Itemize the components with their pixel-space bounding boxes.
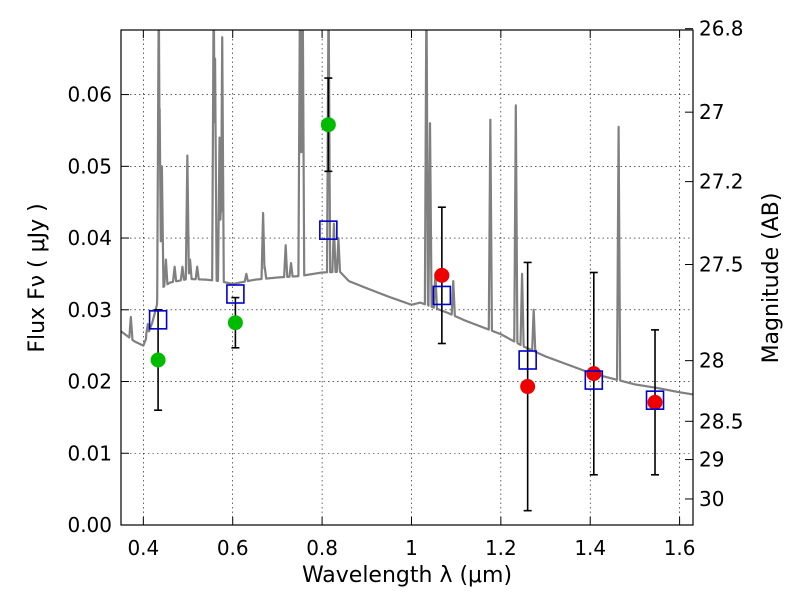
observed-nir-point [586, 366, 602, 382]
right-tick-label: 30 [699, 487, 724, 511]
right-tick-label: 27.5 [699, 253, 744, 277]
y-tick-label: 0.04 [67, 226, 112, 250]
x-axis-ticks: 0.4 0.6 0.8 1 1.2 1.4 1.6 [127, 30, 696, 560]
x-tick-label: 1.4 [574, 536, 606, 560]
model-square-point [584, 370, 604, 390]
observed-optical-point [227, 315, 243, 331]
x-axis-label: Wavelength λ (μm) [302, 563, 512, 588]
right-tick-label: 28.5 [699, 409, 744, 433]
data-series [148, 77, 665, 512]
y-axis-ticks: 0.00 0.01 0.02 0.03 0.04 0.05 0.06 [67, 83, 129, 537]
observed-nir-point [520, 379, 536, 395]
y-tick-label: 0.05 [67, 154, 112, 178]
x-tick-label: 1.2 [485, 536, 517, 560]
x-tick-label: 0.6 [217, 536, 249, 560]
model-square-point [319, 220, 338, 240]
y-axis-label: Flux Fν ( μJy ) [25, 203, 50, 352]
observed-optical-point [320, 117, 336, 133]
y-tick-label: 0.03 [67, 298, 112, 322]
model-square-point [148, 310, 168, 330]
right-tick-label: 27.2 [699, 170, 744, 194]
y-tick-label: 0.02 [67, 370, 112, 394]
observed-nir-point [434, 267, 450, 283]
right-tick-label: 27 [699, 100, 724, 124]
right-axis-ticks: 26.8 27 27.2 27.5 28 28.5 29 30 [685, 17, 744, 511]
model-square-point [518, 350, 537, 370]
x-tick-label: 0.8 [306, 536, 338, 560]
right-tick-label: 26.8 [699, 17, 744, 41]
plot-frame [120, 29, 694, 526]
model-square-point [645, 390, 665, 410]
x-tick-label: 0.4 [127, 536, 159, 560]
model-square-point [432, 285, 452, 306]
right-tick-label: 28 [699, 349, 724, 373]
y-tick-label: 0.01 [67, 441, 112, 465]
observed-optical-point [150, 352, 166, 368]
y-tick-label: 0.00 [67, 513, 112, 537]
x-tick-label: 1 [405, 536, 418, 560]
x-tick-label: 1.6 [664, 536, 696, 560]
right-tick-label: 29 [699, 448, 724, 472]
right-axis-label: Magnitude (AB) [759, 193, 784, 364]
observed-nir-point [647, 394, 663, 410]
model-square-point [226, 284, 245, 304]
y-tick-label: 0.06 [67, 83, 112, 107]
